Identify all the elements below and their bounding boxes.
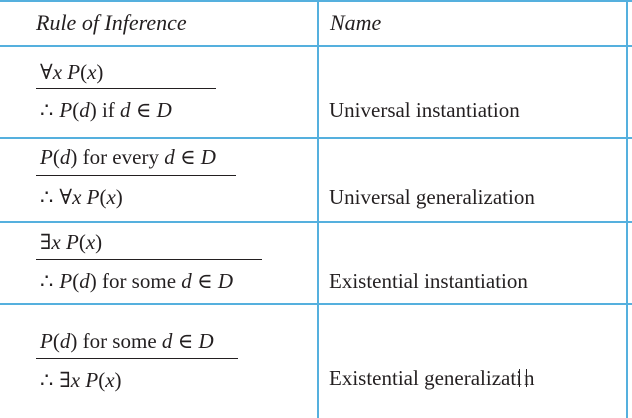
row-1-premise: ∀x P(x)	[40, 60, 104, 84]
therefore-symbol: ∴	[40, 368, 54, 392]
header-bottom-rule	[0, 45, 632, 47]
header-rule-of-inference: Rule of Inference	[36, 10, 187, 35]
row-2-premise: P(d) for every d ∈ D	[40, 145, 216, 169]
row-1-conclusion: ∴ P(d) if d ∈ D	[40, 98, 172, 122]
therefore-symbol: ∴	[40, 185, 54, 209]
table-top-rule	[0, 0, 632, 2]
row-3-premise: ∃x P(x)	[40, 230, 103, 254]
row-divider-3	[0, 303, 632, 305]
row-4-inference-line	[36, 358, 238, 359]
row-1-name: Universal instantiation	[329, 98, 520, 122]
table-right-edge	[626, 0, 628, 418]
header-name: Name	[330, 10, 382, 35]
row-3-conclusion: ∴ P(d) for some d ∈ D	[40, 269, 233, 293]
therefore-symbol: ∴	[40, 269, 54, 293]
row-3-name: Existential instantiation	[329, 269, 528, 293]
row-4-premise: P(d) for some d ∈ D	[40, 329, 214, 353]
row-2-name: Universal generalization	[329, 185, 535, 209]
row-2-conclusion: ∴ ∀x P(x)	[40, 185, 123, 209]
row-4-conclusion: ∴ ∃x P(x)	[40, 368, 122, 392]
row-divider-1	[0, 137, 632, 139]
row-4-name: Existential generalizatin	[329, 366, 535, 390]
i-beam-cursor-icon	[519, 369, 527, 387]
therefore-symbol: ∴	[40, 98, 54, 122]
row-divider-2	[0, 221, 632, 223]
row-3-inference-line	[36, 259, 262, 260]
row-2-inference-line	[36, 175, 236, 176]
row-1-inference-line	[36, 88, 216, 89]
column-divider	[317, 0, 319, 418]
